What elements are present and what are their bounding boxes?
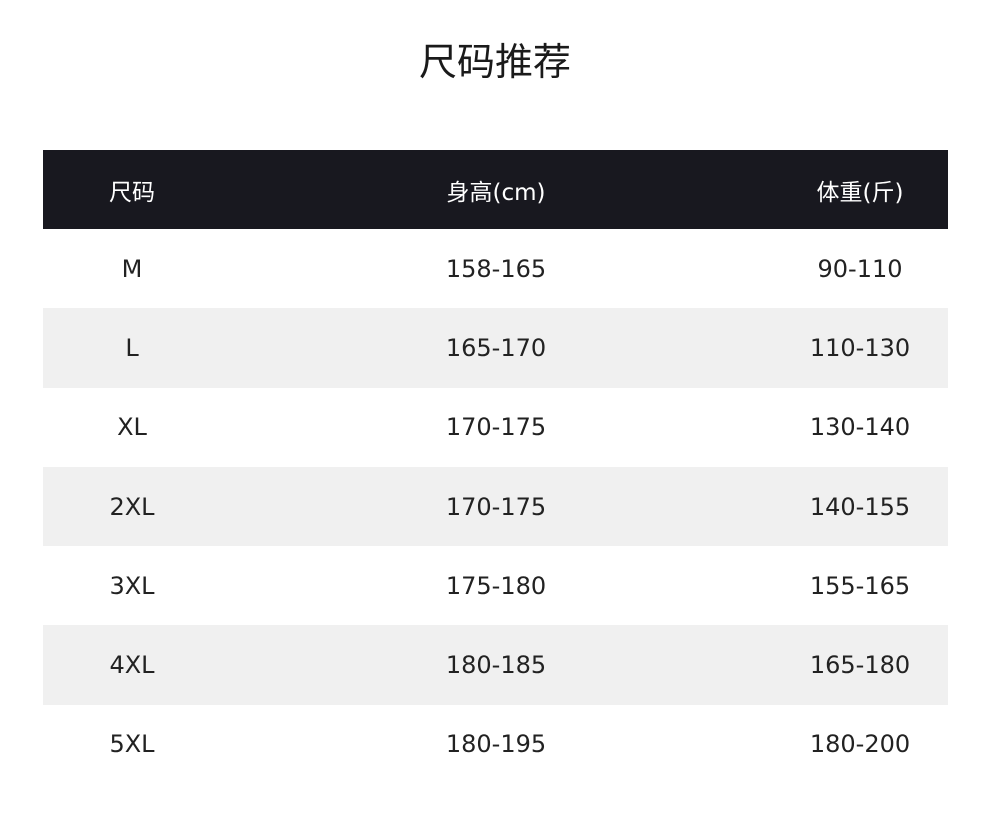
- cell-weight: 140-155: [809, 492, 911, 521]
- cell-weight: 155-165: [809, 571, 911, 600]
- cell-size: 3XL: [109, 571, 155, 600]
- header-weight: 体重(斤): [816, 179, 904, 206]
- table-row: M 158-165 90-110: [43, 229, 948, 308]
- cell-weight: 180-200: [809, 730, 911, 759]
- table-row: XL 170-175 130-140: [43, 388, 948, 467]
- cell-weight: 110-130: [809, 333, 911, 362]
- cell-height: 170-175: [445, 413, 547, 442]
- table-row: 2XL 170-175 140-155: [43, 466, 948, 547]
- cell-height: 180-195: [445, 730, 547, 759]
- cell-size: M: [121, 254, 143, 283]
- cell-weight: 165-180: [809, 651, 911, 680]
- page-title: 尺码推荐: [418, 40, 571, 84]
- cell-size: XL: [117, 413, 147, 442]
- cell-size: 4XL: [109, 651, 155, 680]
- table-header: 尺码 身高(cm) 体重(斤): [43, 150, 948, 229]
- table-row: 3XL 175-180 155-165: [43, 546, 948, 625]
- cell-size: 2XL: [109, 492, 155, 521]
- table-row: L 165-170 110-130: [43, 308, 948, 388]
- cell-height: 170-175: [445, 492, 547, 521]
- cell-size: 5XL: [109, 730, 155, 759]
- cell-weight: 130-140: [809, 413, 911, 442]
- table-row: 4XL 180-185 165-180: [43, 625, 948, 705]
- cell-height: 158-165: [445, 254, 547, 283]
- cell-height: 175-180: [445, 571, 547, 600]
- table-row: 5XL 180-195 180-200: [43, 705, 948, 784]
- header-size: 尺码: [109, 179, 155, 206]
- cell-size: L: [125, 333, 139, 362]
- cell-height: 180-185: [445, 651, 547, 680]
- cell-weight: 90-110: [817, 254, 903, 283]
- size-table: 尺码 身高(cm) 体重(斤) M 158-165 90-110 L 165-170 11…: [43, 150, 948, 784]
- header-height: 身高(cm): [446, 179, 546, 206]
- cell-height: 165-170: [445, 333, 547, 362]
